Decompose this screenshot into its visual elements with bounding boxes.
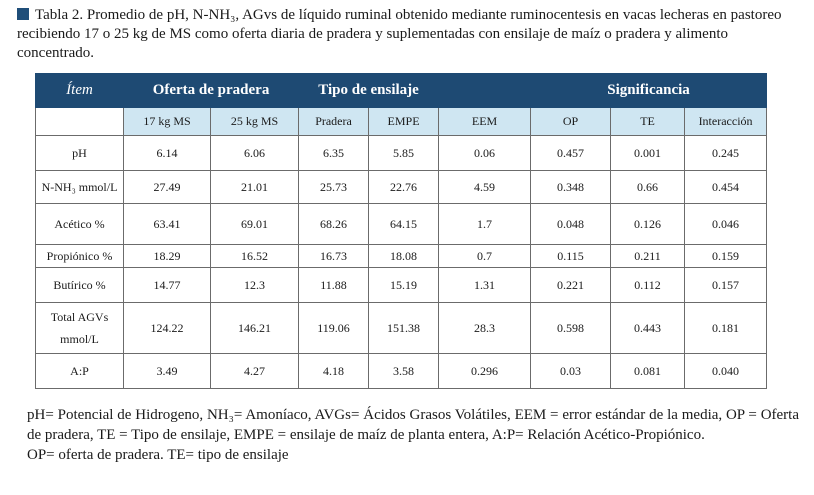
- caption-text: Tabla 2. Promedio de pH, N-NH₃, AGvs de …: [17, 7, 782, 61]
- subheader-cell: 25 kg MS: [209, 107, 300, 136]
- subheader-cell: 17 kg MS: [123, 107, 211, 136]
- subheader-cell: EEM: [438, 107, 532, 136]
- table-cell: 0.159: [684, 244, 768, 268]
- table-cell: 0.348: [530, 170, 612, 204]
- row-label: Propiónico %: [35, 244, 124, 268]
- table-caption: Tabla 2. Promedio de pH, N-NH₃, AGvs de …: [17, 6, 802, 63]
- table-cell: 0.03: [530, 353, 612, 389]
- header-row-top: Ítem Oferta de pradera Tipo de ensilaje …: [35, 73, 768, 108]
- table-row: Acético % 63.41 69.01 68.26 64.15 1.7 0.…: [35, 203, 768, 245]
- table-row: Total AGVs mmol/L 124.22 146.21 119.06 1…: [35, 302, 768, 354]
- table-cell: 1.31: [438, 267, 532, 303]
- table-cell: 0.048: [530, 203, 612, 245]
- table-cell: 0.598: [530, 302, 612, 354]
- subheader-cell: Pradera: [298, 107, 370, 136]
- subheader-cell: Interacción: [684, 107, 768, 136]
- row-label-line1: Total AGVs: [50, 310, 109, 324]
- table-cell: 16.52: [209, 244, 300, 268]
- table-cell: 146.21: [209, 302, 300, 354]
- square-bullet-icon: [17, 8, 29, 20]
- results-table: Ítem Oferta de pradera Tipo de ensilaje …: [35, 73, 768, 389]
- table-cell: 0.181: [684, 302, 768, 354]
- footnote-abbreviations: pH= Potencial de Hidrogeno, NH₃= Amoníac…: [27, 407, 799, 443]
- table-cell: 18.08: [368, 244, 440, 268]
- table-cell: 11.88: [298, 267, 370, 303]
- table-cell: 151.38: [368, 302, 440, 354]
- header-blank: [438, 73, 532, 108]
- table-cell: 0.115: [530, 244, 612, 268]
- table-cell: 6.14: [123, 135, 211, 171]
- table-cell: 0.112: [610, 267, 686, 303]
- table-row: N-NH₃ mmol/L 27.49 21.01 25.73 22.76 4.5…: [35, 170, 768, 204]
- table-cell: 0.66: [610, 170, 686, 204]
- subheader-blank: [35, 107, 124, 136]
- subheader-cell: EMPE: [368, 107, 440, 136]
- footnote-abbreviations-2: OP= oferta de pradera. TE= tipo de ensil…: [27, 447, 289, 463]
- table-cell: 4.18: [298, 353, 370, 389]
- table-cell: 63.41: [123, 203, 211, 245]
- header-oferta: Oferta de pradera: [122, 73, 300, 108]
- table-cell: 22.76: [368, 170, 440, 204]
- table-cell: 124.22: [123, 302, 211, 354]
- table-cell: 14.77: [123, 267, 211, 303]
- row-label-line2: mmol/L: [60, 332, 99, 346]
- table-cell: 21.01: [209, 170, 300, 204]
- table-cell: 18.29: [123, 244, 211, 268]
- table-cell: 0.081: [610, 353, 686, 389]
- table-cell: 69.01: [209, 203, 300, 245]
- table-cell: 0.157: [684, 267, 768, 303]
- row-label: Butírico %: [35, 267, 124, 303]
- table-cell: 0.046: [684, 203, 768, 245]
- table-cell: 0.7: [438, 244, 532, 268]
- table-row: Propiónico % 18.29 16.52 16.73 18.08 0.7…: [35, 244, 768, 268]
- table-cell: 0.040: [684, 353, 768, 389]
- table-cell: 0.296: [438, 353, 532, 389]
- table-cell: 0.245: [684, 135, 768, 171]
- table-cell: 0.454: [684, 170, 768, 204]
- table-cell: 1.7: [438, 203, 532, 245]
- row-label: A:P: [35, 353, 124, 389]
- table-cell: 0.443: [610, 302, 686, 354]
- table-row: A:P 3.49 4.27 4.18 3.58 0.296 0.03 0.081…: [35, 353, 768, 389]
- table-cell: 3.49: [123, 353, 211, 389]
- row-label: N-NH₃ mmol/L: [35, 170, 124, 204]
- table-cell: 68.26: [298, 203, 370, 245]
- table-row: pH 6.14 6.06 6.35 5.85 0.06 0.457 0.001 …: [35, 135, 768, 171]
- row-label: Acético %: [35, 203, 124, 245]
- table-cell: 0.457: [530, 135, 612, 171]
- subheader-cell: OP: [530, 107, 612, 136]
- table-cell: 0.221: [530, 267, 612, 303]
- table-cell: 0.126: [610, 203, 686, 245]
- table-cell: 16.73: [298, 244, 370, 268]
- table-cell: 0.211: [610, 244, 686, 268]
- row-label: pH: [35, 135, 124, 171]
- table-cell: 3.58: [368, 353, 440, 389]
- table-cell: 15.19: [368, 267, 440, 303]
- table-cell: 28.3: [438, 302, 532, 354]
- footnote: pH= Potencial de Hidrogeno, NH₃= Amoníac…: [27, 405, 799, 465]
- header-row-sub: 17 kg MS 25 kg MS Pradera EMPE EEM OP TE…: [35, 107, 768, 136]
- table-cell: 4.27: [209, 353, 300, 389]
- table-cell: 0.001: [610, 135, 686, 171]
- table-cell: 12.3: [209, 267, 300, 303]
- header-item: Ítem: [35, 73, 124, 108]
- table-cell: 119.06: [298, 302, 370, 354]
- table-cell: 64.15: [368, 203, 440, 245]
- table-cell: 4.59: [438, 170, 532, 204]
- table-cell: 27.49: [123, 170, 211, 204]
- table-cell: 25.73: [298, 170, 370, 204]
- header-significancia: Significancia: [530, 73, 768, 108]
- subheader-cell: TE: [610, 107, 686, 136]
- table-cell: 0.06: [438, 135, 532, 171]
- header-tipo: Tipo de ensilaje: [298, 73, 440, 108]
- table-cell: 5.85: [368, 135, 440, 171]
- table-cell: 6.35: [298, 135, 370, 171]
- table-cell: 6.06: [209, 135, 300, 171]
- table-row: Butírico % 14.77 12.3 11.88 15.19 1.31 0…: [35, 267, 768, 303]
- row-label: Total AGVs mmol/L: [35, 302, 124, 354]
